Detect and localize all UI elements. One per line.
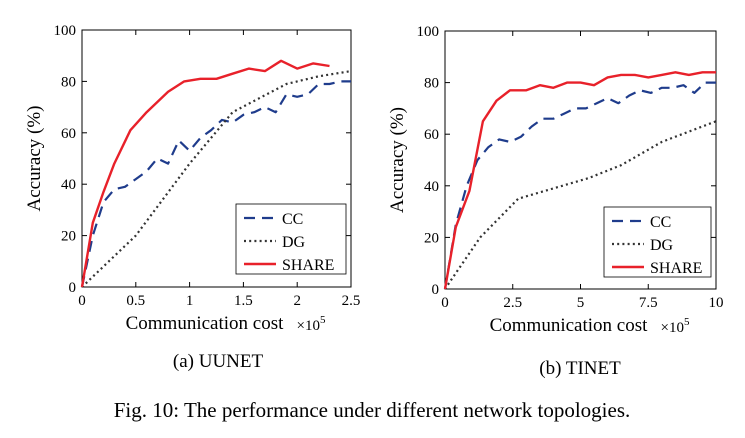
series-line-cc	[80, 80, 351, 288]
x-tick-label: 1	[186, 293, 194, 309]
x-tick-label: 0	[441, 295, 449, 311]
y-tick-label: 80	[61, 74, 76, 90]
x-tick-label: 0.5	[126, 293, 145, 309]
x-tick-label: 2.5	[342, 293, 361, 309]
y-tick-label: 100	[54, 23, 77, 39]
x-tick-label: 5	[577, 295, 585, 311]
series-line-share	[80, 59, 330, 288]
x-axis-multiplier-exponent: 5	[320, 314, 326, 326]
legend-box	[235, 203, 347, 275]
x-tick-label: 10	[709, 295, 724, 311]
y-tick-label: 0	[69, 280, 77, 296]
series-line-dg	[444, 120, 717, 290]
x-axis-multiplier-exponent: 5	[684, 316, 690, 328]
legend-label-dg: DG	[282, 234, 306, 251]
y-tick-label: 0	[432, 282, 440, 298]
x-axis-multiplier: ×105	[297, 314, 326, 334]
legend-box	[603, 206, 712, 278]
x-tick-label: 0	[78, 293, 86, 309]
subcaption-tinet: (b) TINET	[539, 358, 621, 379]
legend-label-share: SHARE	[282, 257, 334, 274]
subcaption-uunet: (a) UUNET	[173, 351, 264, 372]
figure-caption: Fig. 10: The performance under different…	[114, 398, 631, 422]
x-tick-label: 7.5	[639, 295, 658, 311]
chart-tinet: 0 20 40 60 80 100 0 2.5 5 7.5 10 Communication cost…	[387, 24, 724, 336]
legend-label-cc: CC	[282, 211, 303, 228]
x-tick-label: 2.5	[503, 295, 522, 311]
series-line-share	[443, 71, 716, 290]
y-tick-label: 80	[424, 76, 439, 92]
plot-frame	[81, 29, 352, 288]
y-tick-label: 20	[61, 229, 76, 245]
y-axis-label: Accuracy (%)	[24, 105, 45, 211]
y-tick-label: 40	[61, 177, 76, 193]
legend-label-dg: DG	[650, 237, 674, 254]
x-axis-multiplier: ×105	[661, 316, 690, 336]
x-axis-label: Communication cost	[490, 315, 649, 336]
legend-label-share: SHARE	[650, 260, 702, 277]
y-tick-label: 60	[61, 126, 76, 142]
x-tick-label: 1.5	[234, 293, 253, 309]
y-tick-label: 60	[424, 127, 439, 143]
y-axis-label: Accuracy (%)	[387, 107, 408, 213]
chart-uunet: 0 20 40 60 80 100 0 0.5 1 1.5 2 2.5 Communication co…	[24, 23, 360, 334]
series-line-dg	[81, 70, 352, 288]
y-tick-label: 20	[424, 230, 439, 246]
legend-label-cc: CC	[650, 214, 671, 231]
y-tick-label: 40	[424, 179, 439, 195]
series-line-cc	[443, 81, 716, 290]
x-axis-label: Communication cost	[126, 313, 285, 334]
x-tick-label: 2	[293, 293, 301, 309]
y-tick-label: 100	[417, 24, 440, 40]
